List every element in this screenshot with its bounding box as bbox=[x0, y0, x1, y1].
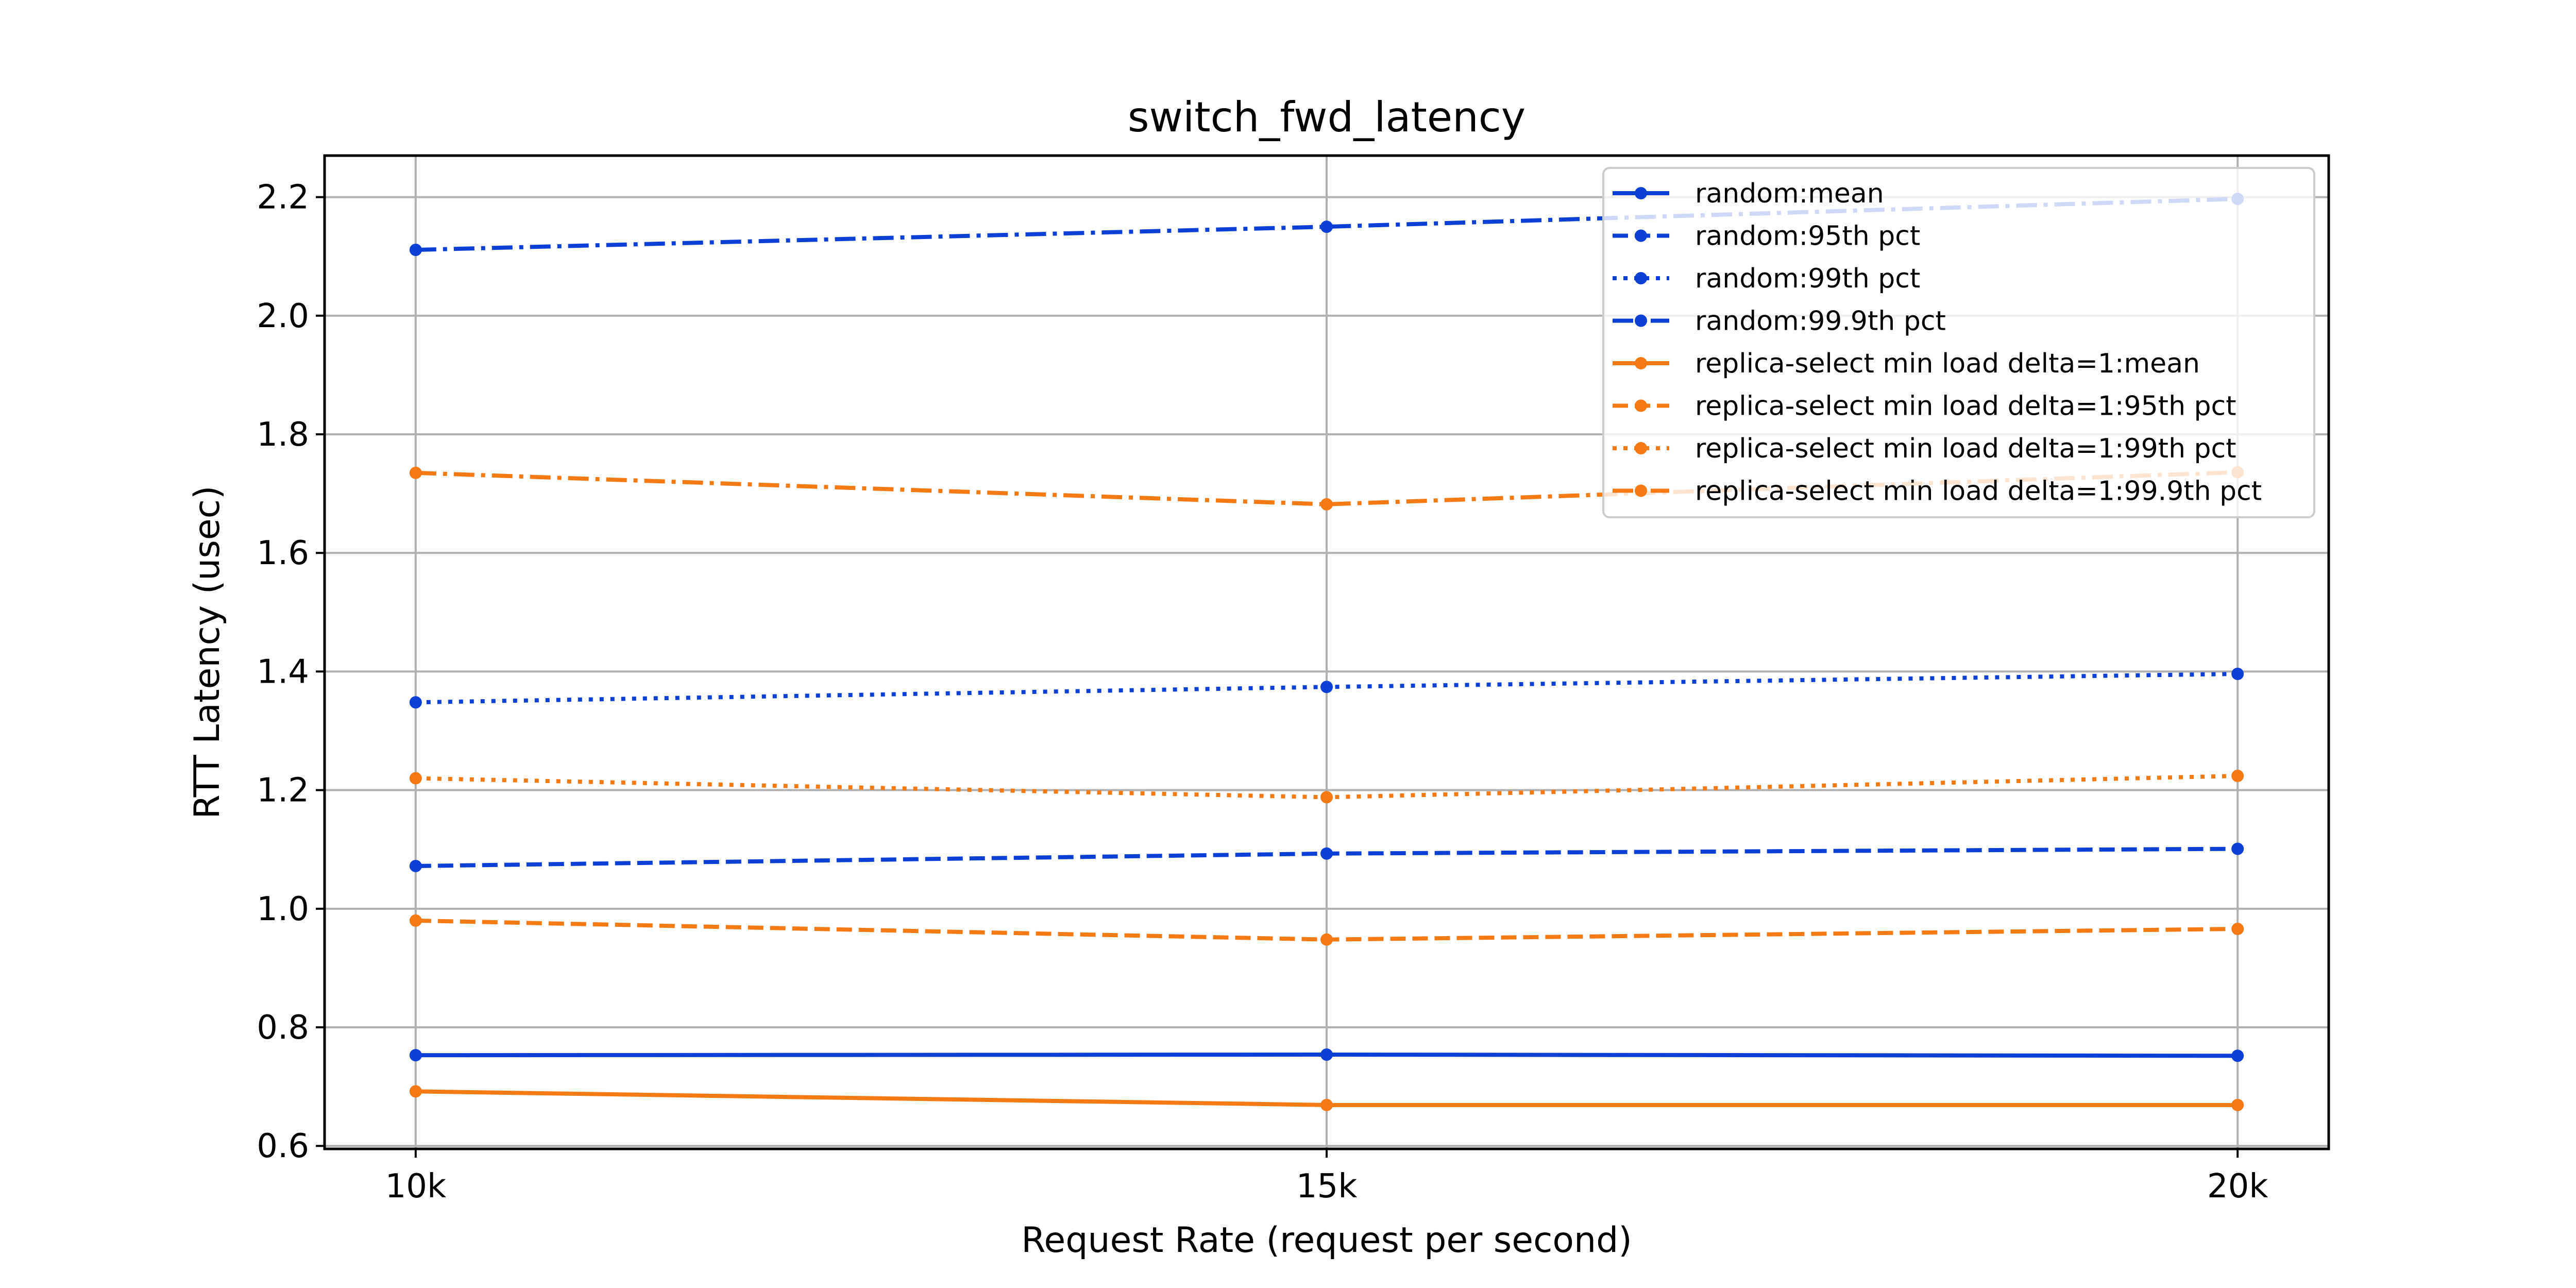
legend-label: replica-select min load delta=1:99th pct bbox=[1695, 433, 2236, 464]
data-point bbox=[409, 1085, 422, 1098]
legend-items: random:mean random:95th pct random:99th pc… bbox=[1613, 178, 2262, 507]
series-group bbox=[409, 914, 2244, 946]
series-layer bbox=[409, 193, 2244, 1111]
data-point bbox=[1320, 847, 1333, 860]
data-point bbox=[2231, 769, 2244, 782]
y-tick-label: 1.6 bbox=[257, 534, 309, 572]
data-point bbox=[409, 859, 422, 872]
legend: random:mean random:95th pct random:99th pc… bbox=[1602, 167, 2315, 518]
series-group bbox=[409, 842, 2244, 872]
data-point bbox=[409, 1049, 422, 1062]
legend-label: random:95th pct bbox=[1695, 221, 1920, 252]
data-point bbox=[409, 914, 422, 927]
data-point bbox=[2231, 842, 2244, 855]
x-tick-label: 15k bbox=[1296, 1167, 1358, 1206]
legend-swatch-marker bbox=[1635, 399, 1647, 412]
series-group bbox=[409, 668, 2244, 709]
legend-label: random:mean bbox=[1695, 178, 1884, 209]
x-axis-label: Request Rate (request per second) bbox=[1021, 1220, 1632, 1261]
legend-swatch-marker bbox=[1635, 272, 1647, 284]
data-point bbox=[409, 466, 422, 479]
data-point bbox=[1320, 791, 1333, 804]
y-tick-label: 1.2 bbox=[257, 772, 309, 810]
legend-swatch-marker bbox=[1635, 357, 1647, 369]
data-point bbox=[2231, 922, 2244, 935]
series-group bbox=[409, 1048, 2244, 1062]
y-tick-label: 1.8 bbox=[257, 416, 309, 454]
data-point bbox=[1320, 221, 1333, 233]
data-point bbox=[1320, 933, 1333, 946]
data-point bbox=[2231, 1098, 2244, 1111]
y-tick-label: 2.0 bbox=[257, 297, 309, 335]
y-tick-label: 1.0 bbox=[257, 890, 309, 928]
data-point bbox=[1320, 681, 1333, 693]
legend-swatch-marker bbox=[1635, 187, 1647, 199]
data-point bbox=[1320, 1098, 1333, 1111]
y-axis-label: RTT Latency (usec) bbox=[187, 486, 228, 819]
data-point bbox=[409, 244, 422, 257]
legend-swatch-marker bbox=[1635, 442, 1647, 454]
data-point bbox=[1320, 1048, 1333, 1061]
legend-swatch-marker bbox=[1635, 314, 1647, 327]
ticks-layer: 10k 15k 20k 0.6 0.8 1.0 1.2 1.4 1.6 1.8 2.0 2.2 bbox=[257, 179, 2268, 1206]
y-tick-label: 0.8 bbox=[257, 1009, 309, 1047]
legend-label: random:99.9th pct bbox=[1695, 306, 1946, 337]
series-group bbox=[409, 769, 2244, 804]
legend-label: random:99th pct bbox=[1695, 263, 1920, 294]
y-tick-label: 2.2 bbox=[257, 179, 309, 217]
x-tick-label: 20k bbox=[2207, 1167, 2268, 1206]
data-point bbox=[1320, 498, 1333, 511]
series-group bbox=[409, 1085, 2244, 1111]
legend-box bbox=[1602, 167, 2315, 518]
chart-title: switch_fwd_latency bbox=[1128, 93, 1526, 141]
legend-label: replica-select min load delta=1:99.9th p… bbox=[1695, 476, 2262, 507]
data-point bbox=[409, 696, 422, 709]
y-tick-label: 0.6 bbox=[257, 1127, 309, 1165]
data-point bbox=[2231, 668, 2244, 681]
data-point bbox=[409, 772, 422, 785]
legend-swatch-marker bbox=[1635, 229, 1647, 242]
x-tick-label: 10k bbox=[385, 1167, 447, 1206]
y-tick-label: 1.4 bbox=[257, 653, 309, 691]
legend-label: replica-select min load delta=1:95th pct bbox=[1695, 391, 2236, 422]
data-point bbox=[2231, 1049, 2244, 1062]
legend-swatch-marker bbox=[1635, 484, 1647, 497]
legend-label: replica-select min load delta=1:mean bbox=[1695, 348, 2200, 379]
